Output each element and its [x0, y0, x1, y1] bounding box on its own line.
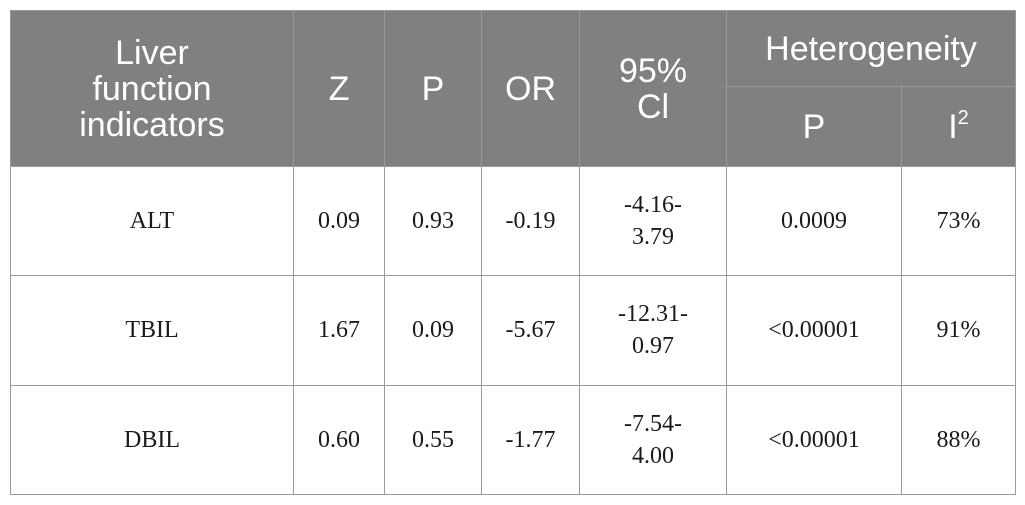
- cell-het-i2: 91%: [901, 275, 1016, 386]
- cell-het-p: <0.00001: [726, 384, 902, 496]
- table-row: DBIL 0.60 0.55 -1.77 -7.54- 4.00 <0.0000…: [10, 384, 1016, 496]
- cell-het-i2: 73%: [901, 165, 1016, 277]
- header-z: Z: [293, 10, 385, 167]
- cell-z: 0.09: [293, 165, 385, 277]
- cell-z: 0.60: [293, 384, 385, 496]
- cell-het-p: <0.00001: [726, 275, 902, 386]
- cell-ci-lower: -4.16-: [624, 192, 682, 219]
- header-heterogeneity-p: P: [726, 86, 902, 167]
- header-indicator: Liver function indicators: [10, 10, 294, 167]
- cell-p: 0.09: [384, 275, 482, 386]
- cell-indicator: ALT: [10, 165, 294, 277]
- cell-or: -0.19: [481, 165, 580, 277]
- table-row: TBIL 1.67 0.09 -5.67 -12.31- 0.97 <0.000…: [10, 275, 1016, 386]
- cell-ci: -12.31- 0.97: [579, 275, 727, 386]
- liver-function-table: Liver function indicators Z P OR 95% Cl …: [10, 10, 1016, 496]
- cell-ci-upper: 0.97: [632, 333, 674, 360]
- cell-ci: -4.16- 3.79: [579, 165, 727, 277]
- table-row: ALT 0.09 0.93 -0.19 -4.16- 3.79 0.0009 7…: [10, 165, 1016, 277]
- cell-p: 0.93: [384, 165, 482, 277]
- cell-p: 0.55: [384, 384, 482, 496]
- cell-ci-lower: -7.54-: [624, 410, 682, 437]
- cell-het-i2: 88%: [901, 384, 1016, 496]
- cell-ci-lower: -12.31-: [618, 301, 688, 328]
- cell-ci: -7.54- 4.00: [579, 384, 727, 496]
- header-row-sub: P I2: [11, 86, 1016, 167]
- cell-het-p: 0.0009: [726, 165, 902, 277]
- cell-z: 1.67: [293, 275, 385, 386]
- header-heterogeneity: Heterogeneity: [726, 10, 1016, 87]
- cell-or: -1.77: [481, 384, 580, 496]
- header-p: P: [384, 10, 482, 167]
- header-heterogeneity-i2: I2: [901, 86, 1016, 167]
- cell-indicator: TBIL: [10, 275, 294, 386]
- header-row-top: Liver function indicators Z P OR 95% Cl …: [10, 10, 1016, 167]
- cell-or: -5.67: [481, 275, 580, 386]
- cell-indicator: DBIL: [10, 384, 294, 496]
- cell-ci-upper: 3.79: [632, 224, 674, 251]
- header-ci: 95% Cl: [579, 10, 727, 167]
- cell-ci-upper: 4.00: [632, 442, 674, 469]
- header-or: OR: [481, 10, 580, 167]
